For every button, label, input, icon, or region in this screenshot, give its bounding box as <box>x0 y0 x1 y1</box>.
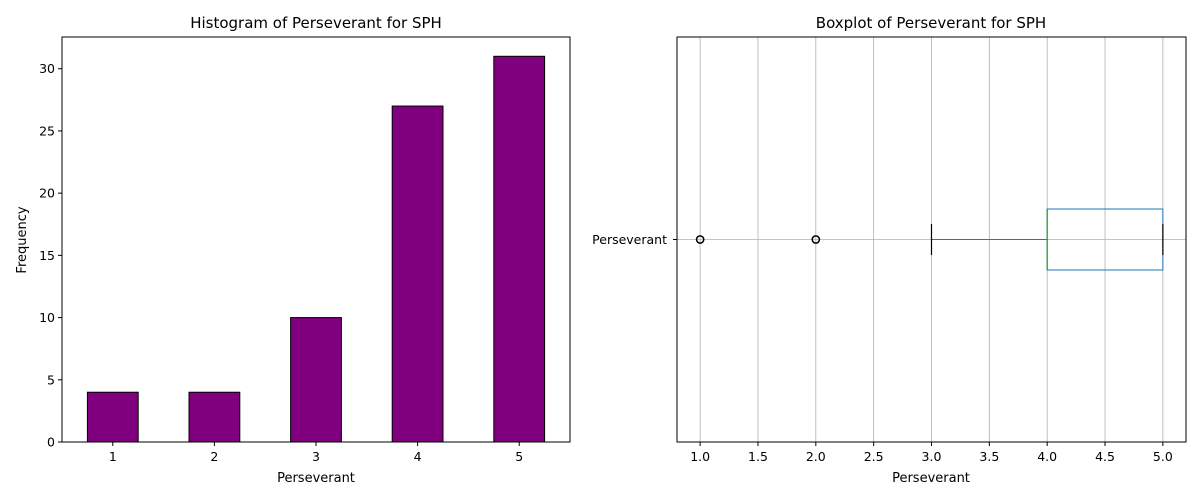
histogram-bar <box>493 55 546 443</box>
boxplot-x-axis-label: Perseverant <box>892 471 970 486</box>
histogram-y-axis-label: Frequency <box>15 206 30 273</box>
histogram-panel: Histogram of Perseverant for SPH 1 2 3 4 5 0 5… <box>15 14 571 486</box>
histogram-x-tick-label: 2 <box>210 449 218 464</box>
histogram-x-tick-label: 5 <box>515 449 523 464</box>
histogram-bar <box>86 391 139 443</box>
histogram-y-tick-label: 20 <box>39 186 55 201</box>
histogram-y-tick-label: 0 <box>47 435 55 450</box>
histogram-bar <box>188 391 241 443</box>
boxplot-x-tick-label: 4.0 <box>1037 449 1057 464</box>
boxplot-x-tick-label: 2.5 <box>864 449 884 464</box>
boxplot-panel: Boxplot of Perseverant for SPH 1.0 1.5 2.0… <box>592 14 1187 486</box>
boxplot-outlier-point <box>695 235 705 244</box>
boxplot-x-tick-label: 2.0 <box>806 449 826 464</box>
histogram-y-tick-label: 25 <box>39 123 55 138</box>
boxplot-x-tick-label: 1.5 <box>748 449 768 464</box>
histogram-x-axis-label: Perseverant <box>277 471 355 486</box>
histogram-y-tick-label: 5 <box>47 372 55 387</box>
histogram-x-tick-label: 4 <box>414 449 422 464</box>
histogram-x-tick-label: 1 <box>109 449 117 464</box>
boxplot-x-tick-label: 3.0 <box>922 449 942 464</box>
histogram-bar <box>391 105 444 443</box>
histogram-y-tick-label: 15 <box>39 248 55 263</box>
histogram-title: Histogram of Perseverant for SPH <box>190 14 442 32</box>
histogram-x-tick-label: 3 <box>312 449 320 464</box>
boxplot-x-tick-label: 5.0 <box>1153 449 1173 464</box>
boxplot-outlier-point <box>811 235 821 244</box>
histogram-bar <box>290 317 342 443</box>
boxplot-x-tick-label: 1.0 <box>690 449 710 464</box>
histogram-y-tick-label: 10 <box>39 310 55 325</box>
boxplot-category-label: Perseverant <box>592 232 667 247</box>
boxplot-x-tick-label: 3.5 <box>979 449 999 464</box>
boxplot-title: Boxplot of Perseverant for SPH <box>816 14 1046 32</box>
histogram-y-tick-label: 30 <box>39 61 55 76</box>
boxplot-x-tick-label: 4.5 <box>1095 449 1115 464</box>
